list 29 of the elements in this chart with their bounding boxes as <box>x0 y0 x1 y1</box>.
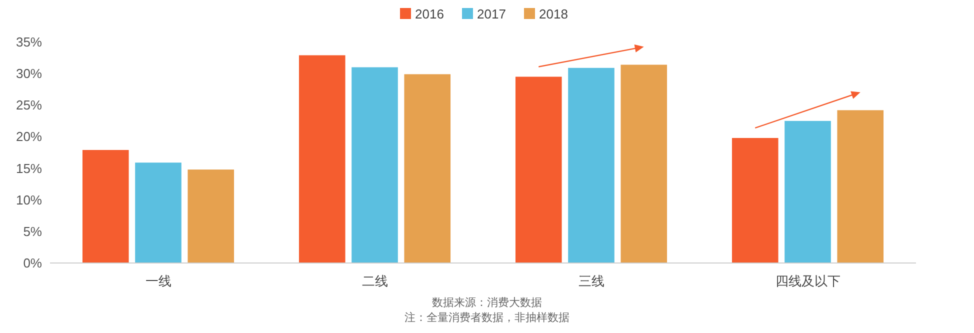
x-tick-label: 二线 <box>362 274 388 288</box>
bar <box>568 68 614 263</box>
x-tick-label: 四线及以下 <box>775 274 840 288</box>
legend-label: 2018 <box>539 6 568 22</box>
bar <box>82 150 129 263</box>
legend-label: 2016 <box>415 6 444 22</box>
legend-label: 2017 <box>477 6 506 22</box>
bar <box>620 64 668 263</box>
y-tick-label: 15% <box>16 160 42 176</box>
bar <box>784 120 831 263</box>
x-tick-label: 一线 <box>145 274 172 288</box>
bar <box>732 138 778 263</box>
y-tick-label: 25% <box>16 98 42 113</box>
y-tick-label: 10% <box>16 192 42 208</box>
bar <box>352 67 398 263</box>
x-tick-label: 三线 <box>578 274 604 288</box>
y-tick-label: 0% <box>23 256 42 270</box>
bar <box>404 74 451 263</box>
bar <box>135 162 182 263</box>
bar <box>298 55 346 263</box>
source-note: 数据来源：消费大数据 <box>432 296 542 309</box>
y-tick-label: 30% <box>16 66 42 82</box>
y-tick-label: 35% <box>16 34 42 50</box>
bar <box>515 76 562 263</box>
bar <box>837 110 884 263</box>
y-tick-label: 20% <box>16 129 42 144</box>
text: 注：全量消费者数据，非抽样数据 <box>404 311 570 324</box>
y-tick-label: 5% <box>23 224 42 239</box>
bar <box>188 170 234 263</box>
